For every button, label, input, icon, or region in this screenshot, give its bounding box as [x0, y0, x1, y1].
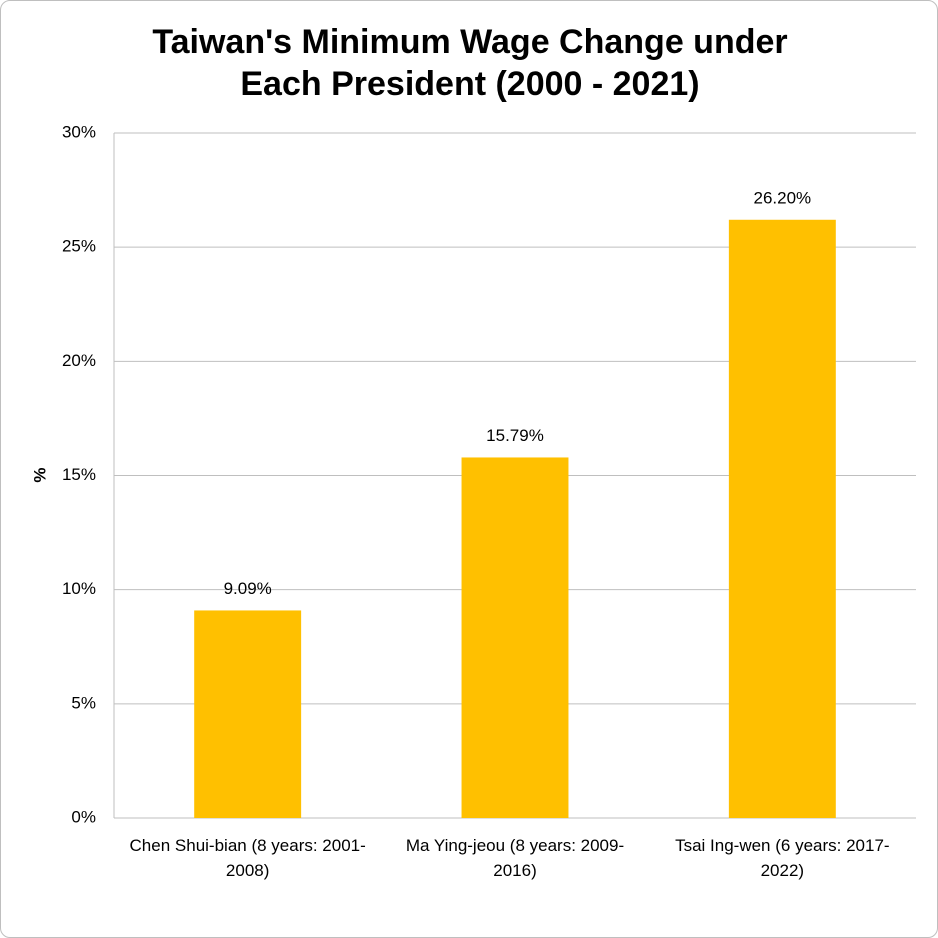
chart-title: Taiwan's Minimum Wage Change under Each … [152, 23, 788, 103]
x-tick-label: Tsai Ing-wen (6 years: 2017-2022) [675, 836, 890, 880]
data-label: 9.09% [224, 579, 272, 598]
data-label: 15.79% [486, 426, 544, 445]
bar [461, 457, 569, 818]
y-tick-label: 30% [62, 122, 96, 141]
x-tick-label: Chen Shui-bian (8 years: 2001-2008) [129, 836, 366, 880]
bar [194, 610, 302, 818]
y-axis-label: % [30, 467, 49, 482]
y-tick-label: 10% [62, 579, 96, 598]
x-tick-label: Ma Ying-jeou (8 years: 2009-2016) [405, 836, 625, 880]
bar [728, 219, 836, 818]
y-tick-label: 0% [71, 807, 96, 826]
y-tick-label: 15% [62, 465, 96, 484]
y-tick-label: 5% [71, 693, 96, 712]
y-tick-label: 25% [62, 237, 96, 256]
y-tick-label: 20% [62, 351, 96, 370]
data-label: 26.20% [753, 188, 811, 207]
